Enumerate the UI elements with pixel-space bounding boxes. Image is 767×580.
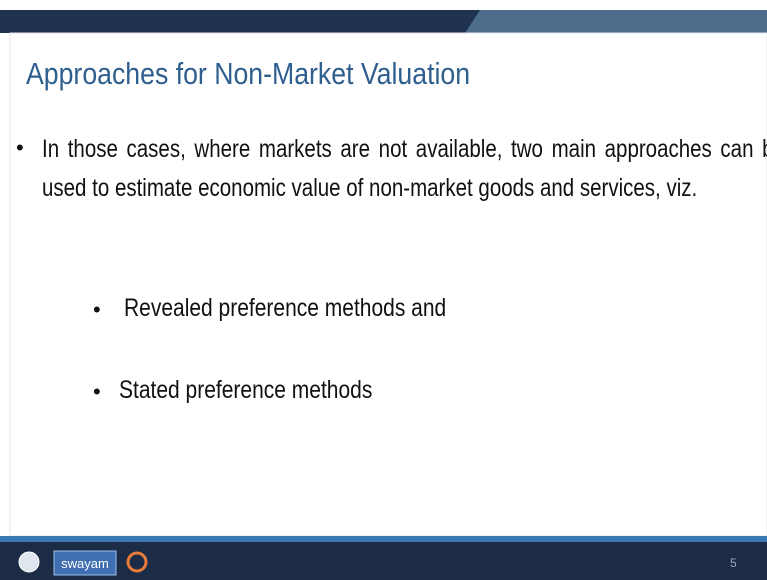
slide-border <box>9 32 767 537</box>
top-bar-accent <box>465 10 767 33</box>
logo-left <box>18 551 40 573</box>
body-text: In those cases, where markets are not av… <box>42 135 767 202</box>
bullet-dot: • <box>93 297 101 322</box>
sub-bullet: Stated preference methods <box>119 376 373 404</box>
page-number: 5 <box>730 556 737 570</box>
logo-text: swayam <box>61 556 109 571</box>
bullet-dot: • <box>93 379 101 404</box>
footer-line <box>0 536 767 542</box>
slide-title: Approaches for Non-Market Valuation <box>26 56 471 91</box>
logo-right <box>126 551 148 573</box>
bullet-dot: • <box>16 135 24 160</box>
sub-bullet: Revealed preference methods and <box>124 294 447 322</box>
swayam-logo <box>53 550 117 576</box>
body-container: In those cases, where markets are not av… <box>42 130 767 260</box>
